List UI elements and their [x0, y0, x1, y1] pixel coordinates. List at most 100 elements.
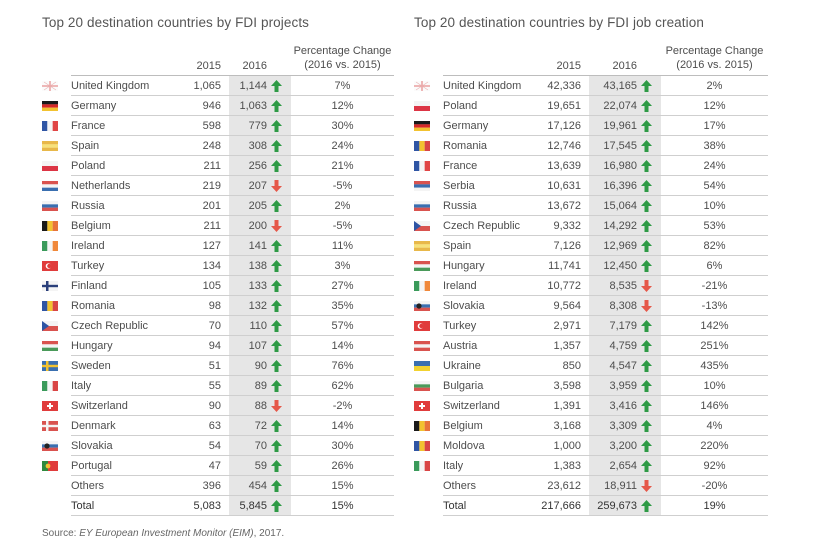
country-name: Netherlands [71, 175, 171, 196]
value-2015: 12,746 [531, 135, 589, 156]
pct-change: 146% [661, 395, 768, 416]
flag-cell [42, 76, 71, 96]
trend-cell [271, 175, 291, 196]
value-2015: 90 [171, 395, 229, 416]
trend-cell [271, 235, 291, 256]
country-name: Denmark [71, 415, 171, 436]
country-name: Germany [443, 115, 531, 136]
flag-header [414, 44, 443, 76]
flag-es-icon [414, 241, 430, 252]
flag-cell [42, 496, 71, 516]
fdi-jobs-table: 2015 2016 Percentage Change (2016 vs. 20… [414, 44, 768, 516]
value-2015: 248 [171, 135, 229, 156]
arrow-up-icon [271, 359, 282, 372]
flag-se-icon [42, 361, 58, 372]
fdi-jobs-title: Top 20 destination countries by FDI job … [414, 15, 704, 30]
arrow-up-icon [641, 219, 652, 232]
pct-change-header: Percentage Change (2016 vs. 2015) [661, 44, 768, 76]
country-name: Ukraine [443, 355, 531, 376]
country-name: Belgium [443, 415, 531, 436]
table-row: United Kingdom 1,065 1,144 7% [42, 75, 394, 96]
fdi-jobs-table-body: United Kingdom 42,336 43,165 2% Poland 19,651… [414, 75, 768, 516]
value-2015: 11,741 [531, 255, 589, 276]
value-2016: 12,450 [589, 255, 641, 276]
flag-fi-icon [42, 281, 58, 292]
value-2016: 1,063 [229, 95, 271, 116]
flag-uk-icon [42, 81, 58, 92]
value-2015: 134 [171, 255, 229, 276]
flag-cell [42, 196, 71, 216]
table-row: Slovakia 54 70 30% [42, 435, 394, 456]
country-name: Serbia [443, 175, 531, 196]
value-2016: 3,309 [589, 415, 641, 436]
flag-cell [42, 416, 71, 436]
flag-cell [414, 96, 443, 116]
trend-cell [641, 175, 661, 196]
value-2016: 1,144 [229, 75, 271, 96]
pct-change: 30% [291, 435, 394, 456]
flag-cell [42, 136, 71, 156]
value-2016: 7,179 [589, 315, 641, 336]
value-2016: 4,759 [589, 335, 641, 356]
value-2015: 1,391 [531, 395, 589, 416]
table-row: Netherlands 219 207 -5% [42, 175, 394, 196]
arrow-up-icon [271, 199, 282, 212]
flag-fr-icon [414, 161, 431, 172]
flag-es-icon [42, 141, 58, 152]
arrow-down-icon [641, 299, 652, 312]
flag-cell [414, 256, 443, 276]
flag-sk-icon [42, 441, 58, 452]
table-row: Belgium 3,168 3,309 4% [414, 415, 768, 436]
trend-cell [641, 295, 661, 316]
country-name: Germany [71, 95, 171, 116]
flag-bg-icon [414, 381, 430, 392]
arrow-up-icon [641, 159, 652, 172]
trend-cell [641, 235, 661, 256]
arrow-up-icon [271, 419, 282, 432]
pct-change: 15% [291, 475, 394, 496]
table-row: Ireland 10,772 8,535 -21% [414, 275, 768, 296]
value-2015: 5,083 [171, 495, 229, 516]
arrow-header [641, 44, 661, 76]
flag-it-icon [414, 461, 431, 472]
pct-change: 38% [661, 135, 768, 156]
pct-change: 11% [291, 235, 394, 256]
pct-change: 14% [291, 335, 394, 356]
flag-cell [414, 356, 443, 376]
flag-ru-icon [414, 201, 430, 212]
trend-cell [641, 95, 661, 116]
arrow-up-icon [641, 79, 652, 92]
country-name: Spain [71, 135, 171, 156]
flag-cell [42, 456, 71, 476]
trend-cell [271, 155, 291, 176]
arrow-up-icon [271, 119, 282, 132]
arrow-up-icon [641, 179, 652, 192]
table-row: Finland 105 133 27% [42, 275, 394, 296]
pct-change: -13% [661, 295, 768, 316]
country-name: Romania [443, 135, 531, 156]
country-name: Switzerland [71, 395, 171, 416]
country-name: Italy [443, 455, 531, 476]
pct-change: 82% [661, 235, 768, 256]
flag-at-icon [414, 341, 430, 352]
country-name: Moldova [443, 435, 531, 456]
pct-change: 14% [291, 415, 394, 436]
value-2015: 94 [171, 335, 229, 356]
trend-cell [641, 135, 661, 156]
pct-change-header: Percentage Change (2016 vs. 2015) [291, 44, 394, 76]
flag-uk-icon [414, 81, 430, 92]
pct-change: 10% [661, 195, 768, 216]
trend-cell [271, 395, 291, 416]
table-row: Slovakia 9,564 8,308 -13% [414, 295, 768, 316]
flag-cell [414, 376, 443, 396]
table-row: Turkey 2,971 7,179 142% [414, 315, 768, 336]
value-2016: 3,959 [589, 375, 641, 396]
flag-ro-icon [42, 301, 59, 312]
pct-change: 3% [291, 255, 394, 276]
pct-change: 92% [661, 455, 768, 476]
table-row: United Kingdom 42,336 43,165 2% [414, 75, 768, 96]
pct-change: -2% [291, 395, 394, 416]
value-2015: 946 [171, 95, 229, 116]
trend-cell [641, 415, 661, 436]
flag-cell [42, 156, 71, 176]
